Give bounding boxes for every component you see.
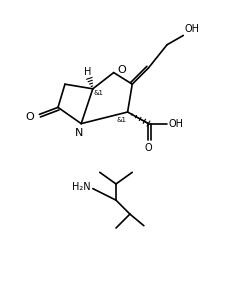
- Text: OH: OH: [167, 118, 182, 129]
- Text: OH: OH: [184, 24, 199, 34]
- Text: O: O: [25, 112, 33, 122]
- Text: N: N: [74, 128, 83, 138]
- Text: &1: &1: [94, 90, 103, 96]
- Polygon shape: [127, 112, 148, 124]
- Text: H₂N: H₂N: [72, 182, 90, 192]
- Text: &1: &1: [116, 117, 126, 123]
- Text: H: H: [84, 67, 91, 77]
- Text: O: O: [144, 143, 152, 153]
- Text: O: O: [117, 65, 125, 75]
